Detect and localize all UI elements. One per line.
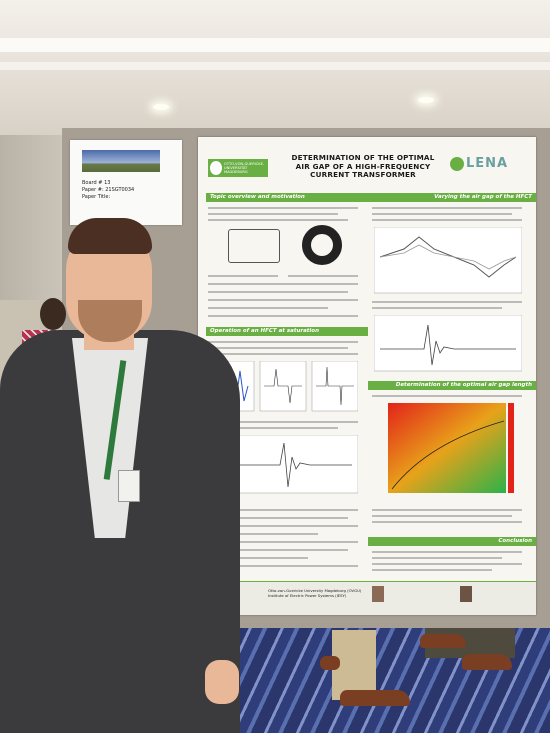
text-line [208,517,348,519]
text-line [372,307,502,309]
text-line [208,541,358,543]
man-hand [205,660,239,704]
shoe [462,654,512,670]
footer-affiliation: Otto-von-Guericke University Magdeburg (… [268,588,362,598]
text-line [288,275,358,277]
air-gap-transient-plot [374,315,522,372]
section-varying: Varying the air gap of the HFCT [368,193,536,202]
portrait-logo-icon [210,161,222,175]
ceiling [0,0,550,135]
title-line: DETERMINATION OF THE OPTIMAL [291,153,435,162]
ceiling-lamp [153,104,169,110]
author-photo [372,586,384,602]
text-line [208,565,358,567]
poster-title: DETERMINATION OF THE OPTIMAL AIR GAP OF … [278,153,448,180]
poster-footer: Otto-von-Guericke University Magdeburg (… [198,581,536,615]
text-line [208,307,328,309]
title-line: CURRENT TRANSFORMER [310,170,416,179]
shoe [320,656,340,670]
board-number: Board # 13 [82,180,111,186]
university-logo: OTTO-VON-GUERICKE-UNIVERSITÄT MAGDEBURG [208,159,268,177]
text-line [372,219,522,221]
lena-logo: LENA [466,156,509,171]
section-overview: Topic overview and motivation [206,193,368,202]
text-line [208,549,348,551]
text-line [208,533,318,535]
text-line [208,283,358,285]
text-line [372,213,512,215]
author-photo [460,586,472,602]
text-line [372,521,522,523]
text-line [372,395,522,397]
section-saturation: Operation of an HFCT at saturation [206,327,368,336]
lena-globe-icon [450,157,464,171]
name-badge [118,470,140,502]
text-line [372,509,522,511]
text-line [208,341,358,343]
paper-number: Paper #: 21SGT0034 [82,187,135,193]
bystander-head [40,298,66,330]
text-line [208,299,358,301]
ferrite-core-image [302,225,342,265]
paper-info-card: Board # 13 Paper #: 21SGT0034 Paper Titl… [70,140,182,225]
text-line [372,551,522,553]
title-line: AIR GAP OF A HIGH-FREQUENCY [295,161,431,171]
shoe [420,634,466,648]
text-line [208,213,338,215]
text-line [208,291,348,293]
text-line [372,207,522,209]
text-line [208,207,358,209]
text-line [208,509,358,511]
optimal-air-gap-heatmap [388,403,514,493]
paper-title-label: Paper Title: [82,194,111,200]
ceiling-lamp [418,97,434,103]
university-name: OTTO-VON-GUERICKE-UNIVERSITÄT MAGDEBURG [224,162,265,174]
section-optimal: Determination of the optimal air gap len… [368,381,536,390]
text-line [372,569,492,571]
text-line [372,563,522,565]
text-line [208,275,278,277]
text-line [208,421,358,423]
text-line [208,557,308,559]
text-line [208,353,358,355]
text-line [372,301,522,303]
air-gap-waveform-plot [374,227,522,294]
ceiling-light-strip [0,38,550,52]
hfct-diagram [228,229,280,263]
shoe [340,690,410,706]
ceiling-light-strip [0,62,550,70]
text-line [208,219,348,221]
text-line [208,347,348,349]
text-line [208,525,358,527]
text-line [208,427,338,429]
text-line [372,515,512,517]
card-photo [82,150,160,172]
man-hair [68,218,152,254]
text-line [208,315,358,317]
text-line [372,557,502,559]
section-conclusion: Conclusion [368,537,536,546]
research-poster: OTTO-VON-GUERICKE-UNIVERSITÄT MAGDEBURG … [198,137,536,615]
